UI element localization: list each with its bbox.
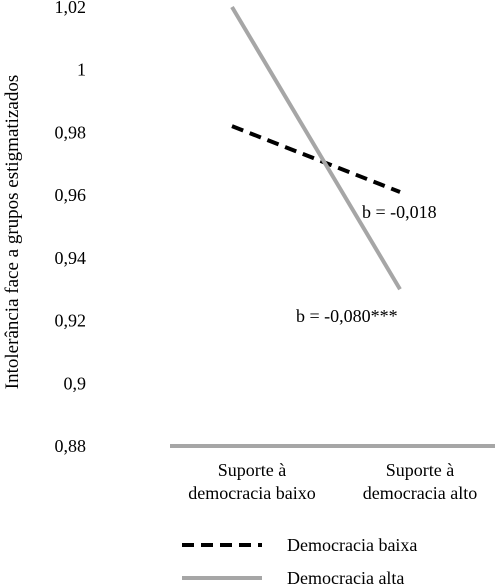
- legend-label: Democracia alta: [287, 568, 404, 586]
- y-tick-label: 0,96: [55, 185, 87, 205]
- series-line-democracia-baixa: [231, 124, 401, 194]
- legend-label: Democracia baixa: [287, 535, 417, 555]
- series-line-democracia-alta: [230, 5, 402, 291]
- y-tick-label: 1: [77, 60, 86, 80]
- y-tick-label: 0,88: [55, 436, 87, 456]
- y-tick-label: 0,92: [55, 311, 87, 331]
- y-tick-label: 0,9: [64, 373, 87, 393]
- series-lines: [230, 5, 402, 291]
- y-tick-label: 0,98: [55, 122, 87, 142]
- y-axis-label-group: Intolerância face a grupos estigmatizado…: [2, 75, 23, 389]
- legend: Democracia baixa Democracia alta: [182, 535, 417, 586]
- x-tick-label: Suporte à democracia baixo: [188, 460, 315, 503]
- annotations: b = -0,018 b = -0,080***: [296, 202, 437, 326]
- y-axis-ticks: 0,88 0,9 0,92 0,94 0,96 0,98 1 1,02: [55, 0, 87, 456]
- slope-annotation-high: b = -0,080***: [296, 306, 398, 326]
- slope-annotation-low: b = -0,018: [362, 202, 437, 222]
- x-tick-label: Suporte à democracia alto: [363, 460, 477, 503]
- y-tick-label: 1,02: [55, 0, 87, 17]
- y-tick-label: 0,94: [55, 248, 87, 268]
- x-axis-ticks: Suporte à democracia baixo Suporte à democr…: [188, 460, 477, 503]
- y-axis-label: Intolerância face a grupos estigmatizado…: [2, 75, 23, 389]
